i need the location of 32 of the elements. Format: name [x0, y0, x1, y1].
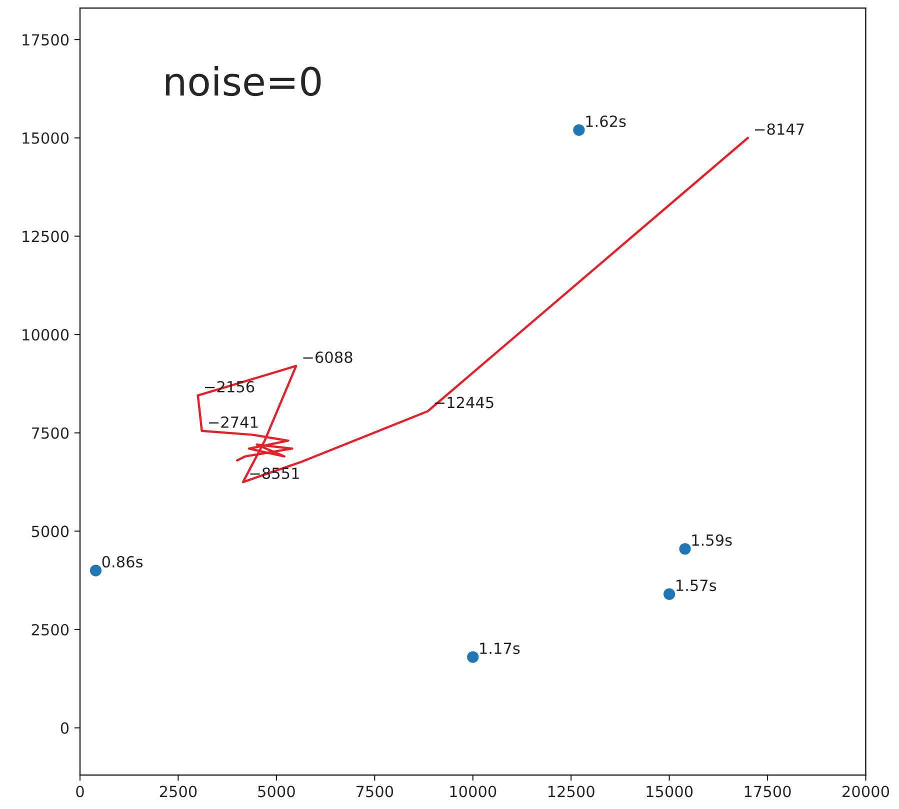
x-tick-label: 15000 [646, 786, 693, 798]
y-tick-label: 7500 [32, 427, 69, 439]
x-tick-label: 7500 [356, 786, 394, 798]
x-tick-label: 2500 [160, 786, 197, 798]
annotation: 1.57s [676, 580, 716, 592]
annotation: 1.62s [586, 115, 626, 128]
point [90, 564, 102, 576]
point [573, 124, 585, 136]
annotation: −8147 [755, 123, 804, 135]
annotation: 0.86s [102, 556, 143, 568]
x-tick-label: 17500 [744, 786, 791, 798]
point [679, 543, 691, 555]
x-tick-label: 20000 [842, 786, 890, 798]
x-tick-label: 0 [76, 786, 84, 798]
y-tick-label: 15000 [22, 132, 69, 144]
x-tick-label: 12500 [548, 786, 594, 798]
y-tick-label: 2500 [32, 624, 69, 636]
y-tick-label: 17500 [22, 34, 69, 46]
point [663, 588, 676, 600]
annotation: 1.17s [480, 642, 520, 654]
x-tick-label: 10000 [450, 786, 496, 798]
y-tick-label: 12500 [22, 230, 69, 242]
line-series [196, 136, 749, 484]
y-tick-label: 0 [60, 722, 69, 734]
y-tick-label: 10000 [22, 328, 69, 341]
annotation: noise=0 [166, 66, 321, 96]
point [467, 651, 479, 663]
annotation: 1.59s [692, 534, 732, 546]
annotation: −6088 [303, 351, 352, 364]
x-tick-label: 5000 [258, 786, 295, 798]
y-tick-label: 5000 [32, 526, 69, 538]
annotation: −2741 [208, 416, 258, 428]
